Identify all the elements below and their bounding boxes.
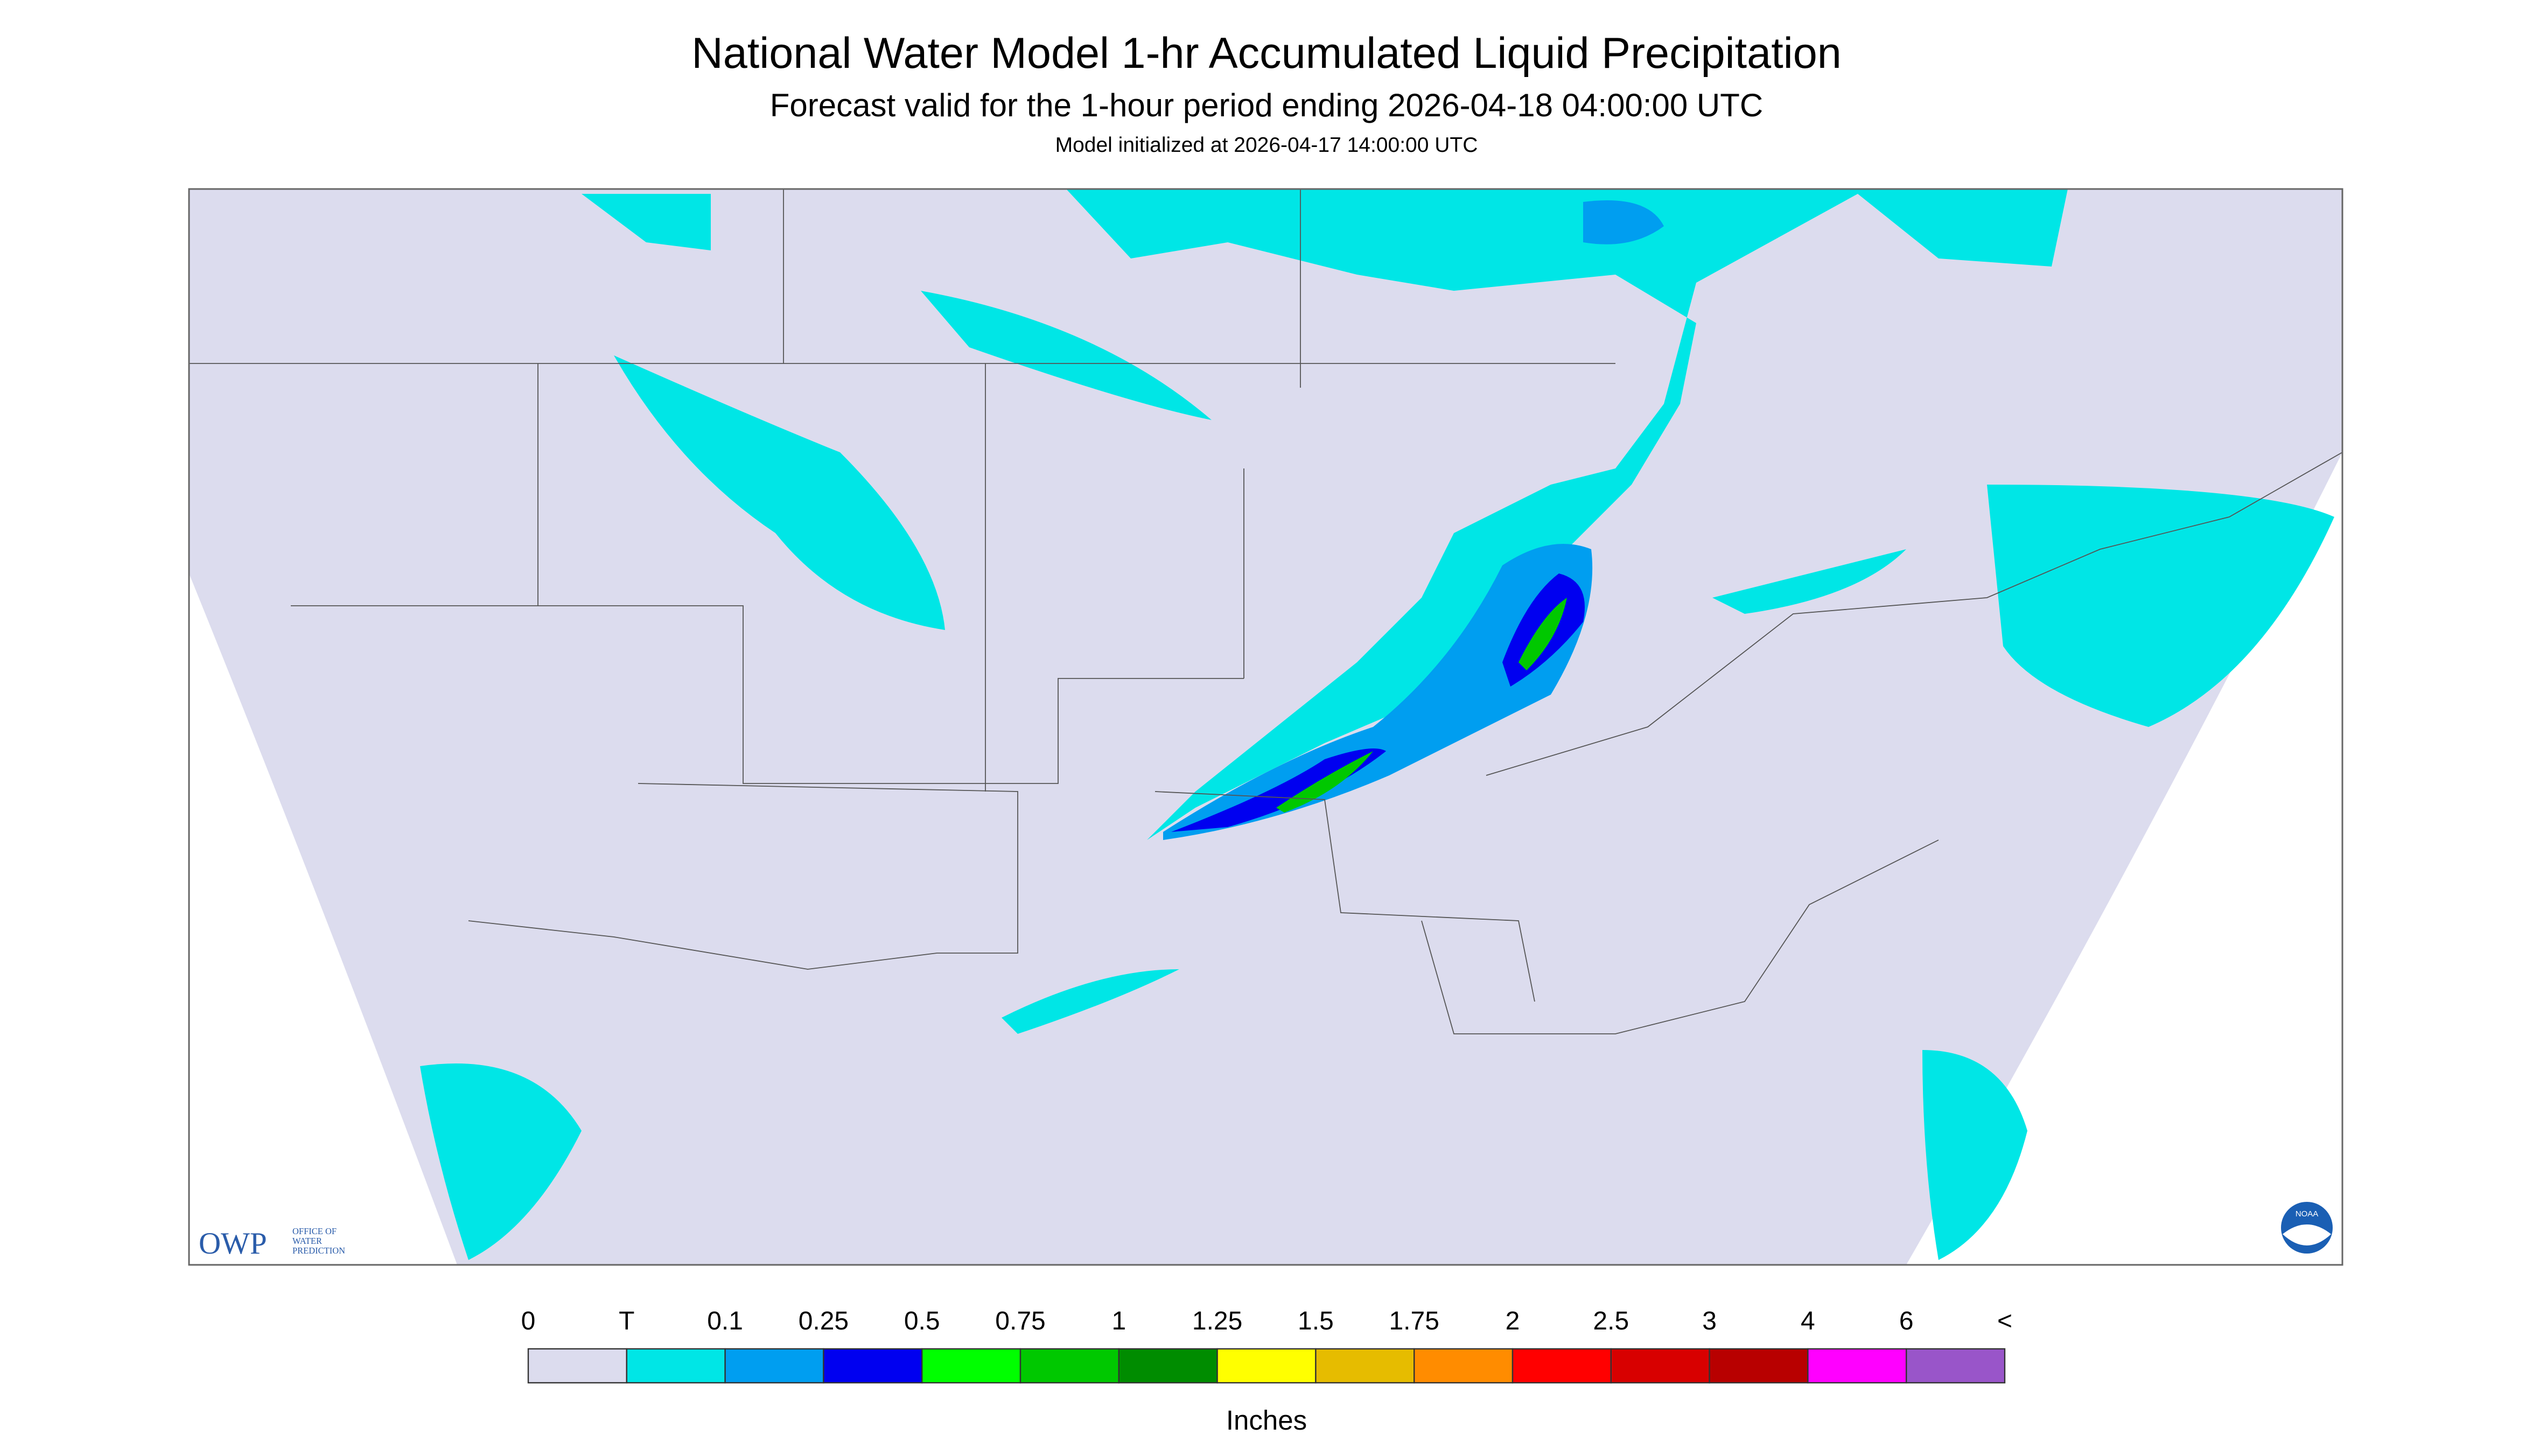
noaa-wave: [2283, 1224, 2331, 1246]
map: [188, 188, 2343, 1266]
legend-label: 1: [1111, 1307, 1126, 1335]
owp-subtext: PREDICTION: [292, 1245, 345, 1256]
legend-swatch: [823, 1348, 923, 1384]
init-time: Model initialized at 2026-04-17 14:00:00…: [1055, 134, 1478, 157]
owp-subtext: WATER: [292, 1236, 322, 1246]
legend-swatch: [1512, 1348, 1612, 1384]
boundaries: [189, 189, 2343, 1034]
legend-swatch: [1019, 1348, 1120, 1384]
legend-swatch: [626, 1348, 726, 1384]
legend-swatch: [1216, 1348, 1317, 1384]
legend-swatch: [1807, 1348, 1907, 1384]
precip-moderate: [1163, 200, 1664, 841]
legend-swatch: [724, 1348, 824, 1384]
owp-subtext: OFFICE OF: [292, 1226, 337, 1236]
precip-light: [420, 189, 2334, 1261]
legend-swatch: [1709, 1348, 1809, 1384]
subtitle: Forecast valid for the 1-hour period end…: [770, 87, 1763, 123]
legend-label: 3: [1702, 1307, 1717, 1335]
title: National Water Model 1-hr Accumulated Li…: [691, 29, 1842, 78]
legend-swatch: [1315, 1348, 1415, 1384]
legend-label: T: [619, 1307, 634, 1335]
legend-label: 4: [1801, 1307, 1815, 1335]
legend-unit: Inches: [1226, 1405, 1307, 1436]
owp-logo: OWP OFFICE OF WATER PREDICTION: [199, 1226, 345, 1261]
noaa-text: NOAA: [2296, 1209, 2319, 1219]
legend-label: 0.75: [995, 1307, 1045, 1335]
legend-label: <: [1997, 1307, 2012, 1335]
legend-swatch: [1610, 1348, 1710, 1384]
legend-label: 1.5: [1298, 1307, 1334, 1335]
legend-label: 2.5: [1593, 1307, 1629, 1335]
legend-label: 0.5: [904, 1307, 940, 1335]
legend-label: 0.1: [707, 1307, 743, 1335]
noaa-logo: NOAA: [2281, 1202, 2333, 1254]
legend-label: 1.75: [1389, 1307, 1439, 1335]
projection-edge: [189, 573, 457, 1265]
legend-swatch: [1414, 1348, 1514, 1384]
legend-label: 0: [521, 1307, 536, 1335]
legend-label: 0.25: [799, 1307, 849, 1335]
projection-edge: [1906, 452, 2342, 1265]
legend-swatch: [527, 1348, 628, 1384]
map-frame: [188, 188, 2343, 1266]
legend-label: 2: [1506, 1307, 1520, 1335]
legend-swatch: [921, 1348, 1021, 1384]
legend-swatch: [1905, 1348, 2006, 1384]
legend-swatch: [1118, 1348, 1218, 1384]
legend-label: 1.25: [1192, 1307, 1242, 1335]
legend: Inches 0 T 0.1 0.25 0.5 0.75 1 1.25 1.5 1.75 2 2.5 3…: [521, 1307, 2012, 1436]
precip-very-heavy: [1276, 598, 1567, 813]
legend-label: 6: [1899, 1307, 1914, 1335]
owp-logo-text: OWP: [199, 1227, 267, 1261]
